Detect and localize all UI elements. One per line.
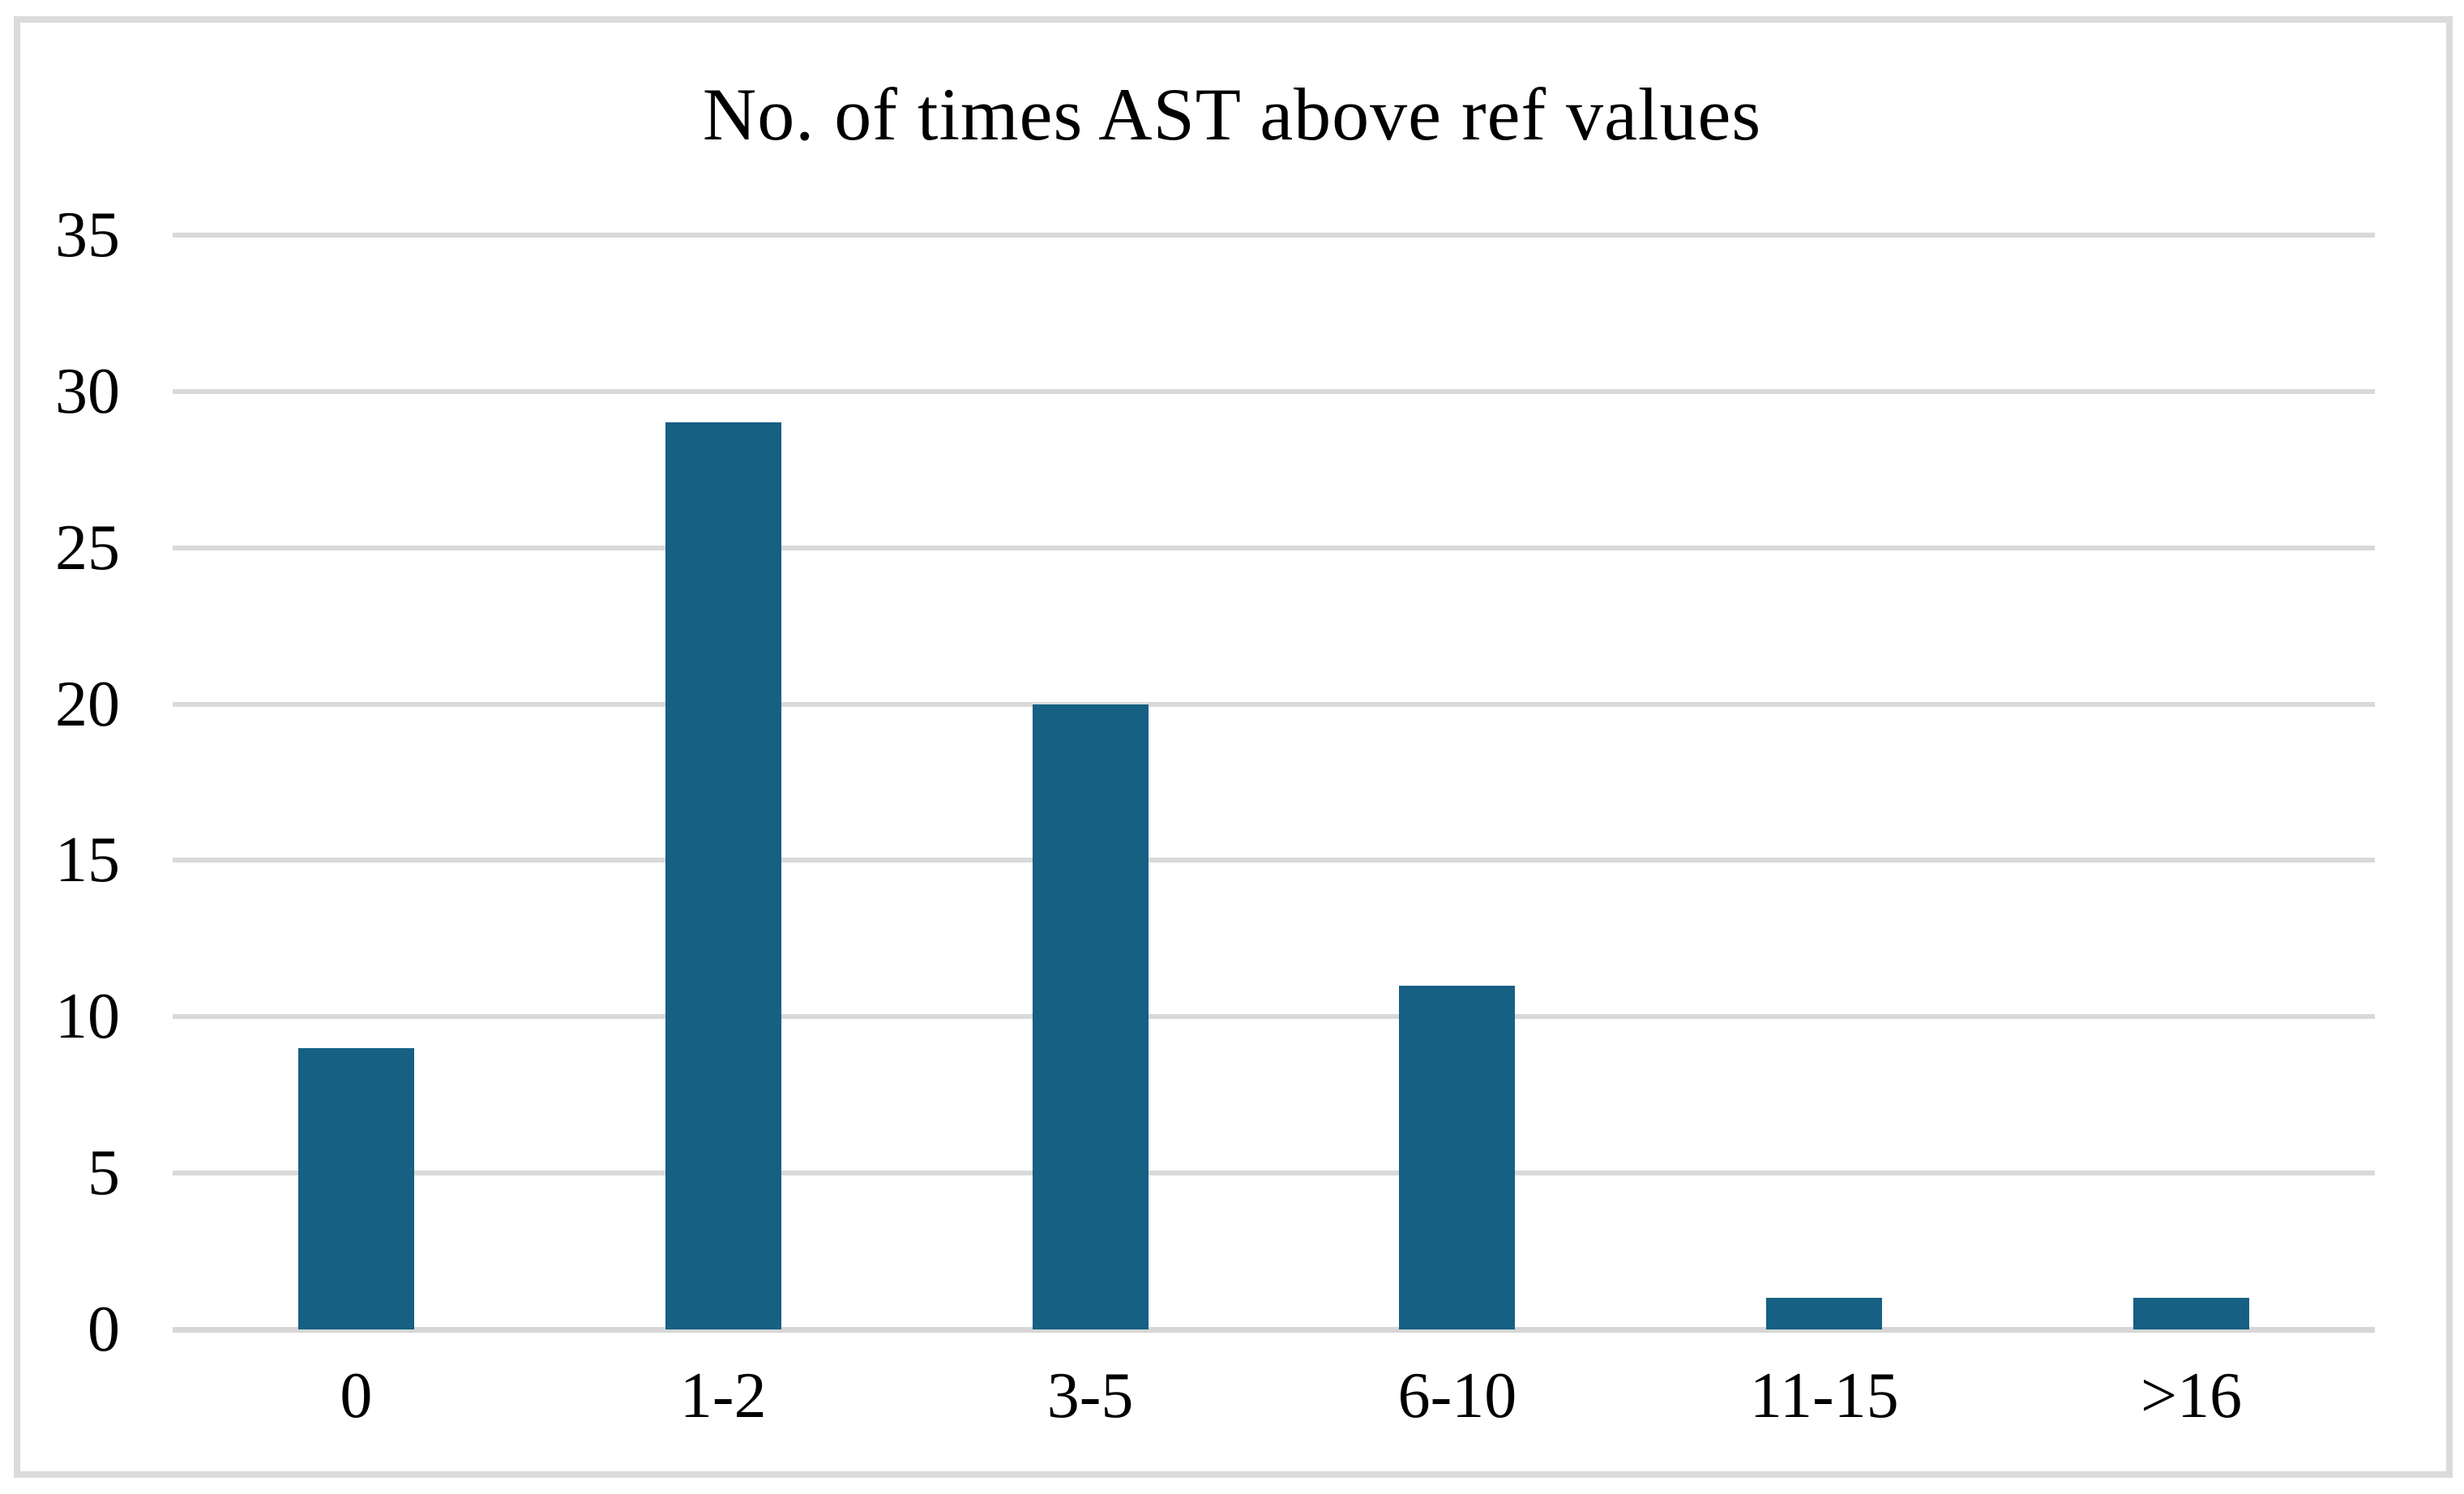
gridline-10 [173, 1014, 2375, 1020]
gridline-30 [173, 388, 2375, 394]
bar-6-10 [1399, 985, 1516, 1329]
y-tick-label-20: 20 [55, 668, 120, 740]
y-tick-label-25: 25 [55, 512, 120, 584]
gridline-15 [173, 858, 2375, 863]
x-tick-label-0: 0 [340, 1360, 373, 1432]
y-tick-label-5: 5 [88, 1137, 120, 1209]
x-tick-label-6-10: 6-10 [1397, 1360, 1517, 1432]
chart-title: No. of times AST above ref values [702, 73, 1762, 156]
x-tick-label-1-2: 1-2 [679, 1360, 767, 1432]
x-tick-label-11-15: 11-15 [1749, 1360, 1899, 1432]
chart-frame [14, 16, 2453, 1478]
y-tick-label-35: 35 [55, 199, 120, 271]
gridline-20 [173, 701, 2375, 707]
x-tick-label-gt-16: >16 [2141, 1360, 2243, 1432]
bar-3-5 [1032, 704, 1149, 1329]
gridline-25 [173, 545, 2375, 550]
bar-0 [297, 1047, 414, 1329]
y-tick-label-30: 30 [55, 355, 120, 427]
x-tick-label-3-5: 3-5 [1046, 1360, 1134, 1432]
y-tick-label-15: 15 [55, 824, 120, 897]
y-tick-label-10: 10 [55, 981, 120, 1053]
x-axis-line [173, 1327, 2375, 1333]
bar-11-15 [1766, 1298, 1883, 1329]
gridline-5 [173, 1171, 2375, 1176]
bar-1-2 [665, 422, 781, 1329]
plot-area [173, 233, 2375, 1333]
bar-gt-16 [2133, 1298, 2250, 1329]
y-tick-label-0: 0 [88, 1294, 120, 1365]
gridline-35 [173, 233, 2375, 238]
